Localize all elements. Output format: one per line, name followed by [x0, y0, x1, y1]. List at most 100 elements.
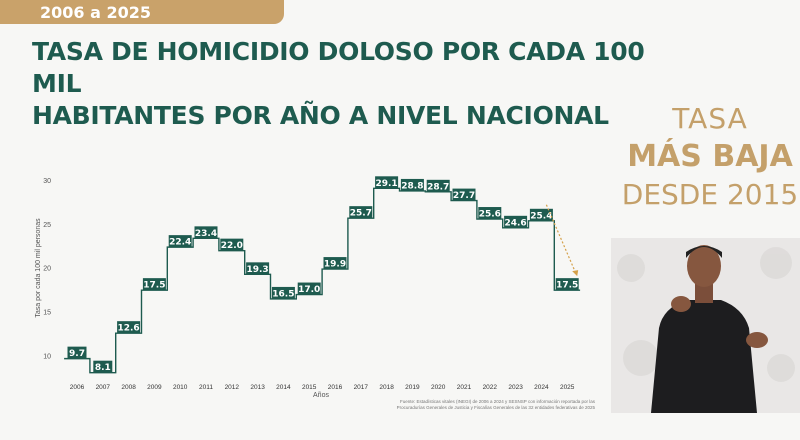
x-tick-label: 2009	[147, 384, 162, 391]
x-tick-label: 2025	[560, 384, 575, 391]
data-label-text: 22.4	[169, 238, 191, 248]
data-label-text: 22.0	[221, 241, 243, 251]
x-tick-label: 2022	[483, 384, 498, 391]
x-tick-label: 2007	[96, 384, 111, 391]
data-label-badge	[452, 188, 476, 201]
x-axis-title: Años	[313, 392, 329, 399]
data-label-text: 25.7	[350, 209, 372, 219]
data-label-text: 19.3	[246, 265, 268, 275]
data-label: 22.0	[220, 238, 244, 251]
data-label-badge	[220, 238, 244, 251]
chart-title-line1: TASA DE HOMICIDIO DOLOSO POR CADA 100 MI…	[32, 37, 645, 98]
data-label-badge	[426, 179, 450, 192]
data-label-badge	[117, 321, 141, 334]
y-tick-label: 15	[43, 310, 51, 317]
data-label-badge	[529, 208, 553, 221]
data-label: 12.6	[117, 321, 141, 334]
data-label-text: 24.6	[504, 218, 526, 228]
data-label: 28.8	[400, 178, 424, 191]
x-tick-label: 2015	[302, 384, 317, 391]
data-label: 29.1	[375, 176, 399, 189]
callout-line3: DESDE 2015	[621, 178, 799, 211]
x-axis: 2006 2007 2008 2009 2010 2011 2012 2013 2014 2015…	[70, 384, 575, 391]
decline-arrow	[545, 204, 579, 277]
data-label-text: 17.0	[298, 285, 320, 295]
x-tick-label: 2014	[276, 384, 291, 391]
x-tick-label: 2019	[405, 384, 420, 391]
period-tab-label: 2006 a 2025	[40, 3, 151, 22]
data-label: 25.7	[349, 206, 373, 219]
step-line	[64, 187, 581, 374]
period-tab: 2006 a 2025	[0, 0, 284, 24]
sign-language-interpreter-video	[611, 238, 800, 413]
data-label-badge	[246, 262, 270, 275]
callout-line1: TASA	[672, 102, 748, 135]
data-label: 17.0	[297, 282, 321, 295]
data-label: 17.5	[142, 278, 166, 291]
x-tick-label: 2008	[121, 384, 136, 391]
x-tick-label: 2017	[354, 384, 369, 391]
data-label: 25.4	[529, 208, 553, 221]
y-tick-label: 10	[43, 354, 51, 361]
x-tick-label: 2021	[457, 384, 472, 391]
x-tick-label: 2016	[328, 384, 343, 391]
data-label: 23.4	[194, 226, 218, 239]
data-label-badge	[67, 346, 87, 359]
data-labels: 9.7 8.1 12.6 17.5 22.4 23.4 22.0 19.3 16.5 17.0 19…	[67, 176, 579, 373]
x-tick-label: 2010	[173, 384, 188, 391]
data-label-badge	[194, 226, 218, 239]
data-label-badge	[478, 207, 502, 220]
data-label: 8.1	[93, 360, 113, 373]
data-label-text: 9.7	[69, 349, 85, 359]
decline-arrow-line	[545, 204, 577, 275]
data-label-badge	[375, 176, 399, 189]
x-tick-label: 2011	[199, 384, 213, 391]
data-label-text: 25.6	[479, 210, 501, 220]
data-label: 19.3	[246, 262, 270, 275]
data-label: 16.5	[271, 286, 295, 299]
callout-line2: MÁS BAJA	[627, 139, 793, 174]
data-label-text: 16.5	[272, 289, 294, 299]
x-tick-label: 2018	[379, 384, 394, 391]
data-label-badge	[142, 278, 166, 291]
data-label: 17.5	[555, 278, 579, 291]
data-label-text: 17.5	[556, 281, 578, 291]
data-label-text: 29.1	[375, 179, 397, 189]
data-label-badge	[400, 178, 424, 191]
data-label: 25.6	[478, 207, 502, 220]
x-tick-label: 2023	[508, 384, 523, 391]
callout: TASA MÁS BAJA DESDE 2015	[620, 100, 800, 214]
data-label-text: 17.5	[143, 281, 165, 291]
source-footnote-line2: Procuradurías Generales de Justicia y Fi…	[396, 405, 595, 410]
decline-arrow-head	[572, 270, 579, 277]
x-tick-label: 2020	[431, 384, 446, 391]
data-label-text: 28.8	[401, 181, 423, 191]
chart-title-line2: HABITANTES POR AÑO A NIVEL NACIONAL	[32, 101, 609, 130]
chart-title: TASA DE HOMICIDIO DOLOSO POR CADA 100 MI…	[32, 36, 672, 132]
data-label-text: 25.4	[530, 211, 552, 221]
data-label: 22.4	[168, 235, 192, 248]
step-series	[64, 187, 581, 374]
y-tick-label: 25	[43, 222, 51, 229]
data-label-badge	[271, 286, 295, 299]
data-label-badge	[555, 278, 579, 291]
data-label-badge	[168, 235, 192, 248]
source-footnote-line1: Fuente: Estadísticas vitales (INEGI) de …	[399, 399, 595, 404]
y-tick-label: 20	[43, 266, 51, 273]
data-label-badge	[93, 360, 113, 373]
y-tick-label: 30	[43, 178, 51, 185]
data-label: 28.7	[426, 179, 450, 192]
data-label-badge	[349, 206, 373, 219]
data-label: 27.7	[452, 188, 476, 201]
data-label: 19.9	[323, 257, 347, 270]
data-label-text: 28.7	[427, 182, 449, 192]
data-label-badge	[297, 282, 321, 295]
x-tick-label: 2006	[70, 384, 85, 391]
data-label: 24.6	[504, 215, 528, 228]
data-label: 9.7	[67, 346, 87, 359]
data-label-text: 12.6	[117, 324, 139, 334]
interpreter-figure	[611, 238, 800, 413]
source-footnote: Fuente: Estadísticas vitales (INEGI) de …	[380, 399, 595, 411]
data-label-text: 23.4	[195, 229, 217, 239]
